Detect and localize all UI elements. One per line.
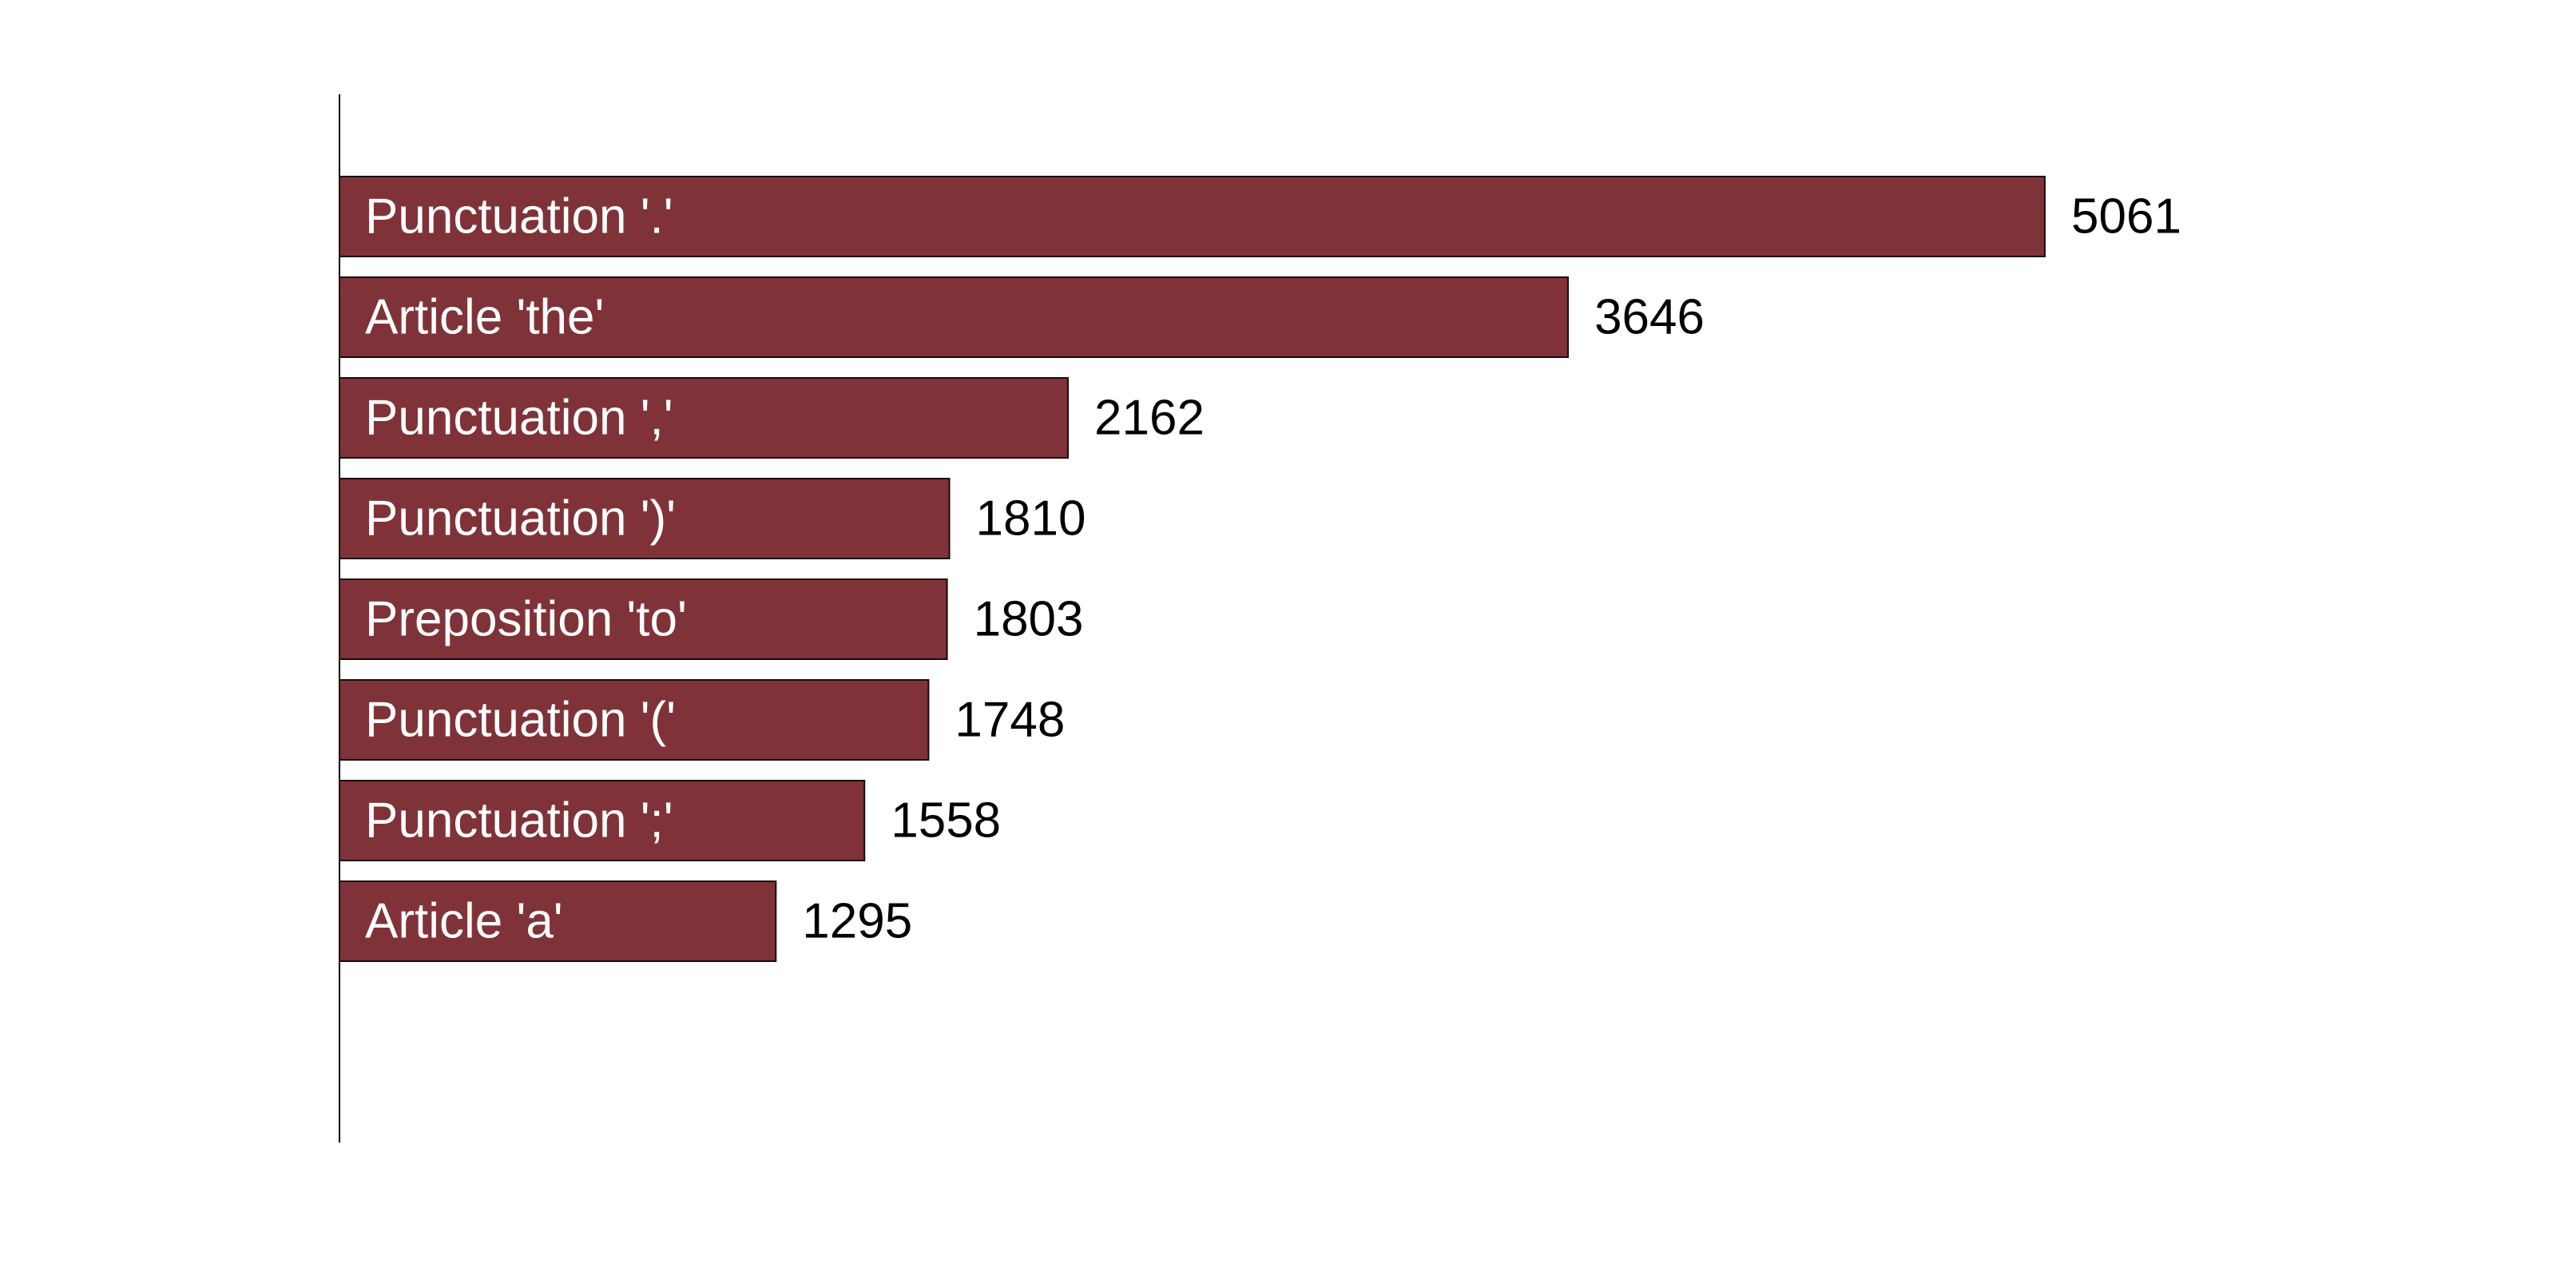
bar-category-label: Punctuation ')': [365, 491, 676, 547]
bar-value-label: 1558: [891, 793, 1001, 849]
bar-category-label: Punctuation ';': [365, 793, 673, 849]
bars-group: Punctuation '.' 5061 Article 'the' 3646 Punc…: [339, 176, 2181, 962]
bar: [339, 377, 1070, 459]
bar-value-label: 1748: [955, 693, 1065, 748]
bar-category-label: Punctuation '(': [365, 693, 676, 748]
bar: [339, 276, 1570, 358]
bar-value-label: 2162: [1094, 391, 1205, 446]
bar-category-label: Punctuation '.': [365, 189, 673, 244]
bar-value-label: 1810: [976, 491, 1086, 547]
bar: [339, 578, 948, 660]
bar-category-label: Article 'a': [365, 894, 563, 949]
bar-value-label: 5061: [2071, 189, 2181, 244]
bar: [339, 880, 777, 962]
bar: [339, 478, 951, 559]
bar-value-label: 1803: [974, 592, 1084, 647]
bar-category-label: Article 'the': [365, 290, 604, 345]
bar: [339, 176, 2046, 257]
bar-value-label: 1295: [802, 894, 912, 949]
bar-value-label: 3646: [1594, 290, 1705, 345]
bar: [339, 679, 930, 761]
bar: [339, 780, 866, 861]
bar-category-label: Preposition 'to': [365, 592, 687, 647]
bar-category-label: Punctuation ',': [365, 391, 673, 446]
